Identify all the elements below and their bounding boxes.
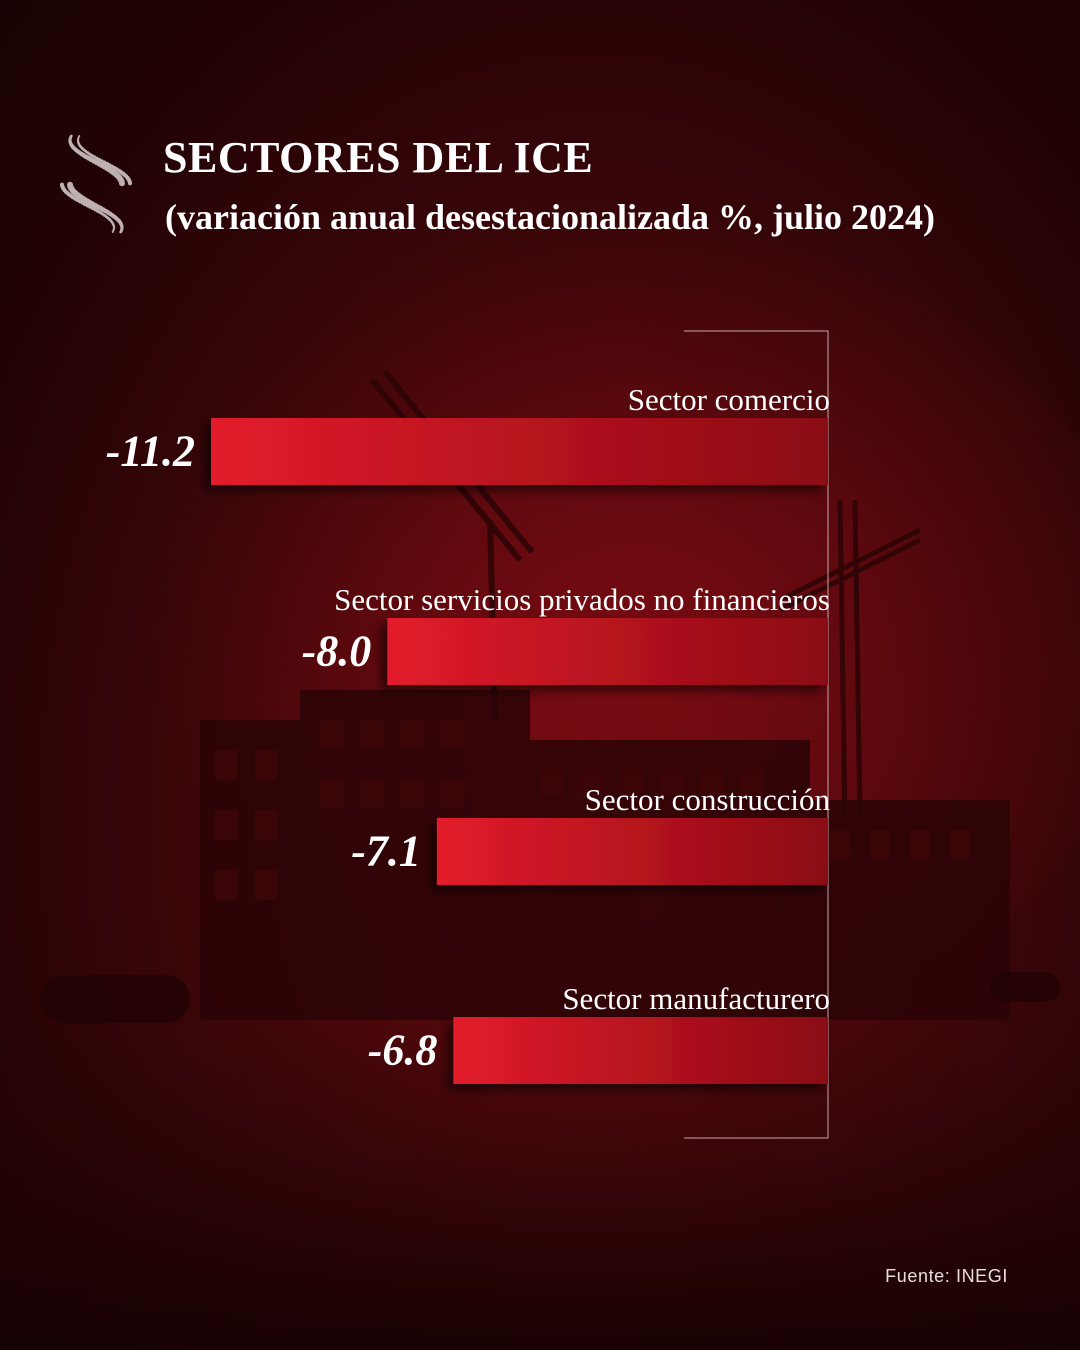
logo-dot <box>111 231 114 233</box>
bar-2 <box>387 618 828 685</box>
category-label: Sector servicios privados no financieros <box>334 582 830 617</box>
category-label: Sector construcción <box>585 782 831 817</box>
chart-title: SECTORES DEL ICE <box>163 133 594 182</box>
logo-dot <box>96 209 100 213</box>
value-label: -8.0 <box>302 627 372 676</box>
logo-dot <box>119 230 123 234</box>
logo-dot <box>127 181 133 186</box>
value-label: -7.1 <box>351 827 421 876</box>
bar-3 <box>436 818 828 885</box>
logo-dot <box>92 155 96 159</box>
dotted-s-logo-icon <box>59 134 133 234</box>
zero-axis-line <box>684 330 829 1139</box>
source-note: Fuente: INEGI <box>885 1266 1008 1286</box>
category-label: Sector manufacturero <box>562 981 830 1016</box>
logo-dot <box>119 180 125 187</box>
chart-subtitle: (variación anual desestacionalizada %, j… <box>165 197 936 237</box>
logo-dot <box>93 207 97 212</box>
value-label: -6.8 <box>368 1026 438 1075</box>
category-label: Sector comercio <box>628 382 830 417</box>
bar-1 <box>211 418 828 485</box>
bar-4 <box>453 1017 828 1084</box>
value-label: -11.2 <box>106 427 195 476</box>
